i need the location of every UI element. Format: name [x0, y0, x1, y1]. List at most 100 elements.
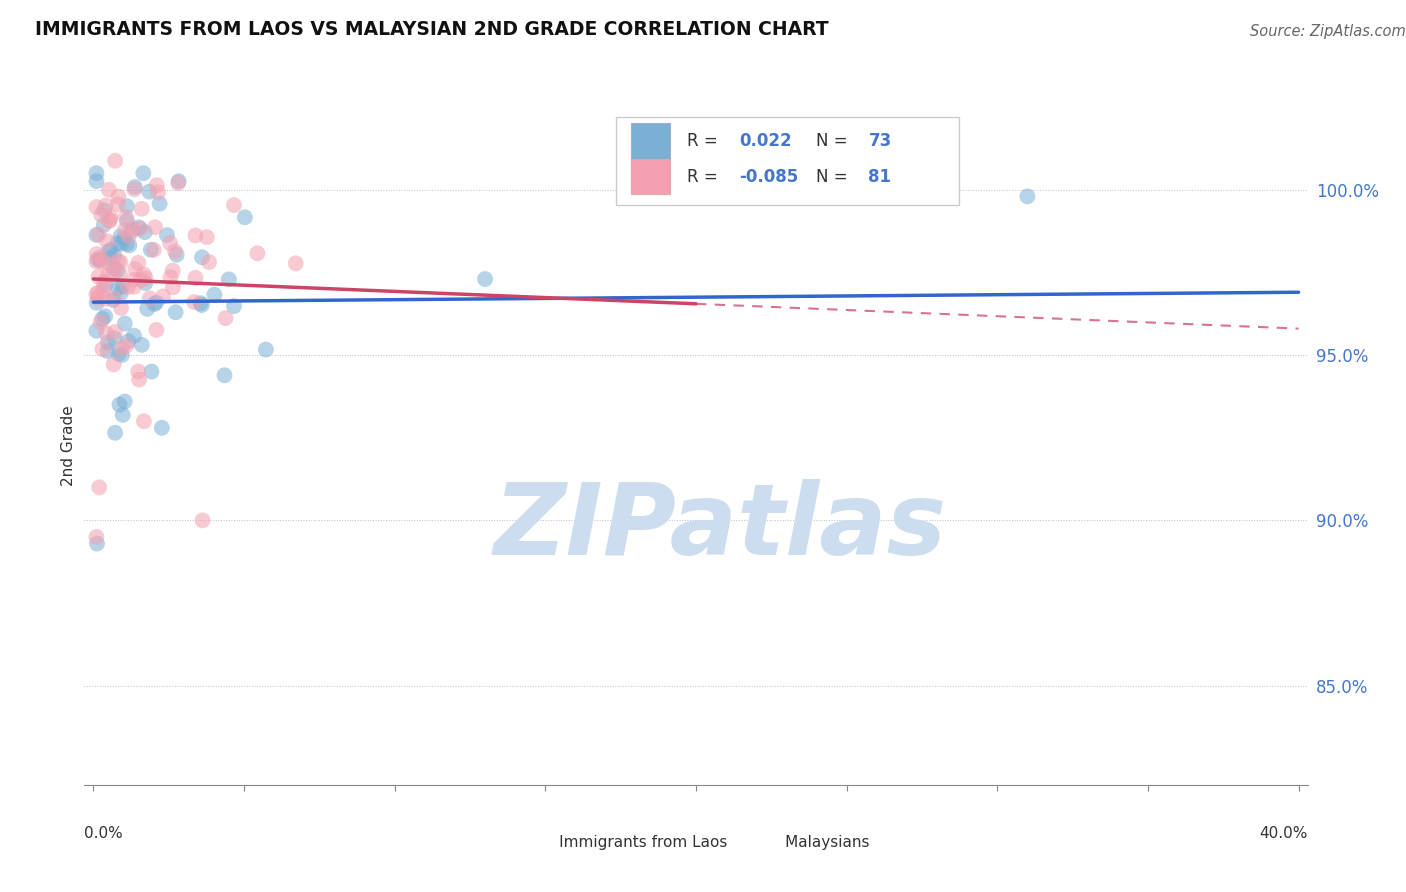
Point: [103, 358, 125, 372]
Point: [159, 236, 181, 251]
Point: [162, 263, 184, 277]
Point: [146, 186, 169, 200]
Point: [111, 348, 134, 362]
Point: [132, 166, 155, 180]
Point: [184, 228, 207, 243]
Point: [90, 208, 112, 222]
Point: [190, 296, 212, 310]
Point: [107, 236, 129, 251]
Point: [104, 153, 127, 168]
Text: ZIPatlas: ZIPatlas: [494, 479, 948, 576]
Point: [145, 295, 167, 310]
Point: [132, 414, 155, 428]
Point: [110, 301, 132, 315]
Point: [214, 311, 236, 326]
Point: [121, 224, 143, 238]
Point: [122, 279, 145, 293]
Point: [94, 292, 117, 306]
Point: [108, 268, 131, 282]
Point: [87, 252, 110, 267]
Point: [165, 305, 187, 319]
Point: [167, 176, 190, 190]
Point: [96, 326, 118, 341]
Point: [86, 296, 108, 310]
Point: [87, 269, 110, 284]
Point: [184, 270, 207, 285]
Point: [90, 250, 112, 264]
Point: [97, 214, 120, 228]
Point: [198, 255, 221, 269]
FancyBboxPatch shape: [631, 123, 671, 159]
Point: [91, 283, 114, 297]
Point: [101, 268, 124, 282]
Point: [97, 335, 120, 350]
Point: [111, 408, 134, 422]
Point: [98, 213, 121, 227]
Point: [107, 189, 129, 203]
Point: [131, 202, 153, 216]
Point: [86, 200, 108, 214]
Text: Malaysians: Malaysians: [751, 835, 869, 850]
Point: [97, 268, 120, 283]
Point: [146, 178, 169, 193]
Point: [91, 255, 114, 269]
Point: [112, 232, 135, 246]
Point: [107, 263, 129, 277]
Point: [87, 285, 110, 300]
Point: [103, 331, 125, 345]
Point: [103, 292, 125, 306]
Point: [139, 243, 162, 257]
Point: [100, 243, 122, 257]
Point: [474, 272, 496, 286]
Text: R =: R =: [688, 132, 724, 150]
Point: [132, 268, 155, 282]
Text: 73: 73: [869, 132, 891, 150]
Point: [86, 247, 108, 261]
Point: [143, 297, 166, 311]
Point: [145, 323, 167, 337]
Point: [115, 338, 138, 352]
Point: [183, 295, 205, 310]
Y-axis label: 2nd Grade: 2nd Grade: [60, 406, 76, 486]
Point: [104, 425, 127, 440]
Point: [108, 398, 131, 412]
Point: [107, 281, 129, 295]
FancyBboxPatch shape: [631, 160, 671, 194]
Text: 0.022: 0.022: [738, 132, 792, 150]
Point: [124, 182, 146, 196]
Point: [114, 317, 136, 331]
Point: [135, 271, 157, 285]
Text: Immigrants from Laos: Immigrants from Laos: [524, 835, 727, 850]
Point: [118, 238, 141, 252]
Point: [97, 183, 120, 197]
Point: [86, 530, 108, 544]
Text: N =: N =: [815, 132, 852, 150]
Text: R =: R =: [688, 168, 724, 186]
Point: [191, 513, 214, 527]
Point: [121, 221, 143, 235]
Text: 0.0%: 0.0%: [84, 826, 124, 840]
Point: [110, 229, 132, 244]
Point: [100, 210, 122, 224]
Point: [86, 287, 108, 301]
Point: [94, 310, 117, 324]
Text: 40.0%: 40.0%: [1260, 826, 1308, 840]
Point: [284, 256, 307, 270]
Point: [97, 244, 120, 259]
Point: [110, 286, 132, 301]
Point: [127, 364, 149, 378]
FancyBboxPatch shape: [527, 830, 558, 855]
Point: [162, 280, 184, 294]
Point: [142, 243, 165, 257]
Point: [91, 342, 114, 356]
Point: [1017, 189, 1039, 203]
Point: [89, 315, 111, 329]
Point: [191, 298, 214, 312]
FancyBboxPatch shape: [754, 830, 785, 855]
Point: [124, 180, 146, 194]
Point: [96, 234, 118, 248]
Point: [138, 291, 160, 305]
Point: [87, 291, 110, 305]
Point: [117, 280, 139, 294]
Point: [163, 244, 186, 259]
